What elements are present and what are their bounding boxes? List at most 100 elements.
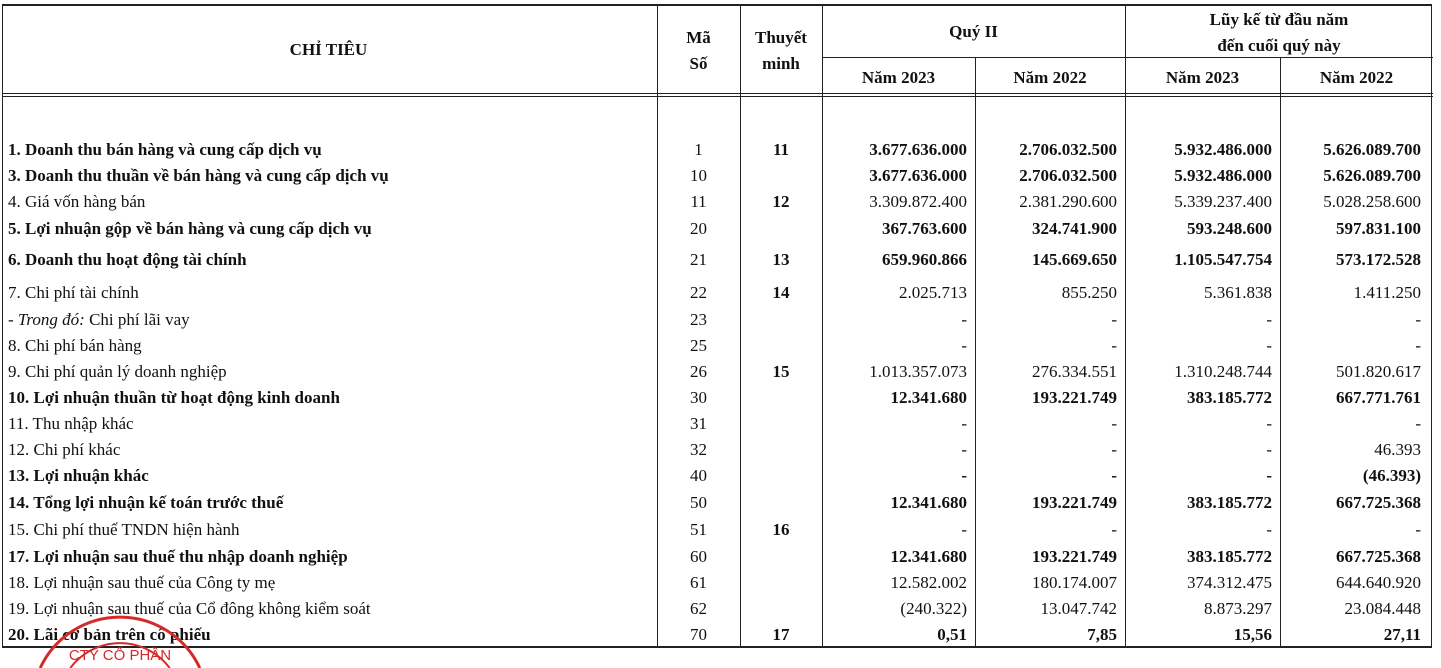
cell-c2023: 593.248.600: [1187, 219, 1272, 238]
cell-q2022: -: [1111, 440, 1117, 459]
stamp-outer-ring: [38, 615, 202, 668]
row-label: 3. Doanh thu thuần về bán hàng và cung c…: [8, 166, 389, 186]
cell-q2022: 2.706.032.500: [1019, 166, 1117, 185]
cell-q2022: 193.221.749: [1032, 388, 1117, 407]
cell-c2022: 667.725.368: [1336, 493, 1421, 512]
cell-note: 13: [772, 250, 790, 269]
row-label-text: 12. Chi phí khác: [8, 440, 121, 459]
cell-q2023: -: [961, 414, 967, 433]
cell-q2023: 12.341.680: [890, 547, 968, 566]
cell-c2022: (46.393): [1362, 466, 1421, 485]
cell-c2022: 1.411.250: [1353, 283, 1421, 302]
row-label: 17. Lợi nhuận sau thuế thu nhập doanh ng…: [8, 547, 348, 567]
cell-code: 50: [690, 493, 707, 512]
cell-code: 20: [690, 219, 707, 238]
row-label: 8. Chi phí bán hàng: [8, 336, 142, 356]
cell-code: 32: [690, 440, 707, 459]
row-label-text: 18. Lợi nhuận sau thuế của Công ty mẹ: [8, 573, 276, 592]
row-label-prefix: - Trong đó:: [8, 310, 85, 329]
row-label-text: 20. Lãi cơ bản trên cổ phiếu: [8, 625, 211, 644]
cell-code: 25: [690, 336, 707, 355]
cell-q2023: 2.025.713: [899, 283, 967, 302]
header-c-2022: Năm 2022: [1319, 68, 1394, 87]
cell-q2022: -: [1111, 336, 1117, 355]
header-cumulative: Lũy kế từ đầu năm: [1209, 10, 1349, 29]
stamp-inner-ring: [69, 642, 171, 668]
row-label-text: 17. Lợi nhuận sau thuế thu nhập doanh ng…: [8, 547, 348, 566]
column-divider: [975, 57, 976, 648]
row-label: 19. Lợi nhuận sau thuế của Cổ đông không…: [8, 599, 371, 619]
cell-c2023: 374.312.475: [1187, 573, 1272, 592]
cell-q2023: 659.960.866: [882, 250, 967, 269]
cell-q2023: 3.677.636.000: [869, 140, 967, 159]
cell-q2022: 193.221.749: [1032, 493, 1117, 512]
cell-note: 15: [772, 362, 790, 381]
cell-c2022: 27,11: [1383, 625, 1421, 644]
cell-q2023: (240.322): [900, 599, 967, 618]
cell-code: 62: [690, 599, 707, 618]
cell-q2023: 367.763.600: [882, 219, 967, 238]
cell-c2023: 1.105.547.754: [1174, 250, 1272, 269]
cell-note: 11: [772, 140, 790, 159]
row-label-text: 19. Lợi nhuận sau thuế của Cổ đông không…: [8, 599, 371, 618]
cell-code: 51: [690, 520, 707, 539]
cell-c2023: 5.932.486.000: [1174, 166, 1272, 185]
cell-c2022: -: [1415, 310, 1421, 329]
cell-c2023: -: [1266, 336, 1272, 355]
cell-c2022: 5.626.089.700: [1323, 166, 1421, 185]
row-label: 4. Giá vốn hàng bán: [8, 192, 145, 212]
cell-c2023: 15,56: [1233, 625, 1272, 644]
row-label-text: 3. Doanh thu thuần về bán hàng và cung c…: [8, 166, 389, 185]
cell-c2023: -: [1266, 440, 1272, 459]
cell-q2022: 13.047.742: [1040, 599, 1118, 618]
row-label: 1. Doanh thu bán hàng và cung cấp dịch v…: [8, 140, 322, 160]
cell-code: 23: [690, 310, 707, 329]
row-label: 11. Thu nhập khác: [8, 414, 134, 434]
cell-code: 21: [690, 250, 707, 269]
row-label: - Trong đó: Chi phí lãi vay: [8, 310, 190, 330]
row-label-text: Chi phí lãi vay: [84, 310, 190, 329]
row-label-text: 6. Doanh thu hoạt động tài chính: [8, 250, 247, 269]
cell-c2023: -: [1266, 520, 1272, 539]
cell-q2022: 193.221.749: [1032, 547, 1117, 566]
header-divider: [822, 57, 1433, 58]
header-quarter: Quý II: [949, 22, 998, 41]
row-label-text: 15. Chi phí thuế TNDN hiện hành: [8, 520, 240, 539]
stamp-text: CTY CỔ PHẦN: [69, 646, 171, 664]
row-label-text: 7. Chi phí tài chính: [8, 283, 139, 302]
cell-c2022: -: [1415, 520, 1421, 539]
cell-q2022: 7,85: [1087, 625, 1117, 644]
cell-c2023: 383.185.772: [1187, 388, 1272, 407]
cell-code: 70: [690, 625, 707, 644]
cell-note: 16: [772, 520, 790, 539]
cell-c2023: 383.185.772: [1187, 493, 1272, 512]
header-ma-so: Số: [689, 54, 708, 73]
cell-code: 10: [690, 166, 707, 185]
cell-c2023: 5.339.237.400: [1174, 192, 1272, 211]
cell-q2022: 324.741.900: [1032, 219, 1117, 238]
cell-c2022: 5.626.089.700: [1323, 140, 1421, 159]
cell-q2023: 12.341.680: [890, 388, 968, 407]
row-label-text: 10. Lợi nhuận thuần từ hoạt động kinh do…: [8, 388, 340, 407]
row-label-text: 14. Tổng lợi nhuận kế toán trước thuế: [8, 493, 284, 512]
row-label: 18. Lợi nhuận sau thuế của Công ty mẹ: [8, 573, 275, 593]
cell-q2023: -: [961, 310, 967, 329]
cell-q2023: 1.013.357.073: [869, 362, 967, 381]
header-c-2023: Năm 2023: [1165, 68, 1240, 87]
cell-c2023: 5.932.486.000: [1174, 140, 1272, 159]
cell-q2023: -: [961, 336, 967, 355]
column-divider: [657, 4, 658, 648]
row-label: 6. Doanh thu hoạt động tài chính: [8, 250, 247, 270]
row-label: 9. Chi phí quản lý doanh nghiệp: [8, 362, 227, 382]
header-divider: [2, 93, 1433, 94]
row-label: 20. Lãi cơ bản trên cổ phiếu: [8, 625, 211, 645]
cell-code: 40: [690, 466, 707, 485]
header-q-2022: Năm 2022: [1013, 68, 1087, 87]
cell-q2023: -: [961, 520, 967, 539]
cell-code: 31: [690, 414, 707, 433]
cell-q2023: 3.309.872.400: [869, 192, 967, 211]
cell-q2022: 855.250: [1061, 283, 1117, 302]
header-thuyet-minh: minh: [762, 54, 800, 73]
cell-q2022: 145.669.650: [1032, 250, 1117, 269]
cell-q2022: -: [1111, 414, 1117, 433]
